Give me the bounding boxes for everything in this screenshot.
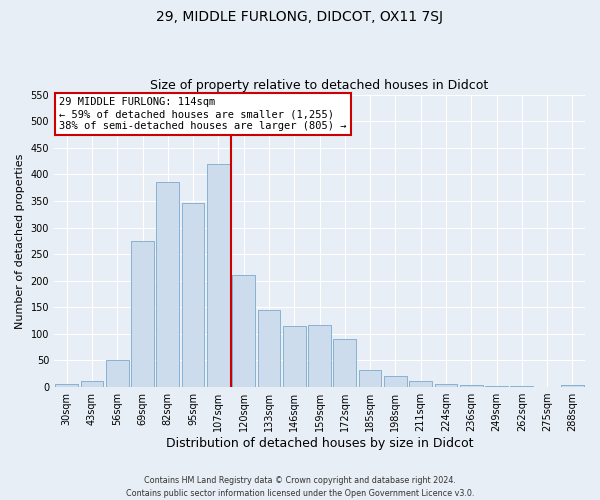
Bar [460, 385, 482, 387]
Bar [182, 202, 205, 387]
Bar [485, 386, 508, 387]
Bar [409, 380, 432, 387]
Bar [207, 164, 230, 387]
Text: 29 MIDDLE FURLONG: 114sqm
← 59% of detached houses are smaller (1,255)
38% of se: 29 MIDDLE FURLONG: 114sqm ← 59% of detac… [59, 98, 347, 130]
Bar [511, 386, 533, 387]
Bar [334, 339, 356, 387]
Bar [257, 310, 280, 387]
Bar [308, 325, 331, 387]
Bar [131, 241, 154, 387]
Bar [157, 182, 179, 387]
Bar [561, 385, 584, 387]
Bar [232, 276, 255, 387]
Bar [55, 384, 78, 387]
Bar [283, 326, 305, 387]
Title: Size of property relative to detached houses in Didcot: Size of property relative to detached ho… [151, 79, 488, 92]
Y-axis label: Number of detached properties: Number of detached properties [15, 153, 25, 328]
Bar [434, 384, 457, 387]
Bar [384, 376, 407, 387]
Bar [536, 386, 559, 387]
Bar [359, 370, 382, 387]
X-axis label: Distribution of detached houses by size in Didcot: Distribution of detached houses by size … [166, 437, 473, 450]
Text: 29, MIDDLE FURLONG, DIDCOT, OX11 7SJ: 29, MIDDLE FURLONG, DIDCOT, OX11 7SJ [157, 10, 443, 24]
Text: Contains HM Land Registry data © Crown copyright and database right 2024.
Contai: Contains HM Land Registry data © Crown c… [126, 476, 474, 498]
Bar [106, 360, 128, 387]
Bar [80, 380, 103, 387]
